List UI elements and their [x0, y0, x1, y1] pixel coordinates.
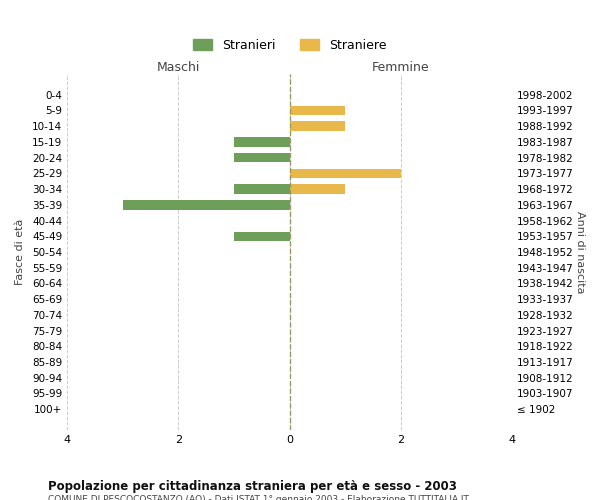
Text: Femmine: Femmine	[372, 62, 430, 74]
Text: COMUNE DI PESCOCOSTANZO (AQ) - Dati ISTAT 1° gennaio 2003 - Elaborazione TUTTITA: COMUNE DI PESCOCOSTANZO (AQ) - Dati ISTA…	[48, 495, 469, 500]
Bar	[123, 200, 290, 209]
Bar	[290, 122, 346, 131]
Bar	[234, 184, 290, 194]
Bar	[290, 168, 401, 178]
Bar	[290, 184, 346, 194]
Legend: Stranieri, Straniere: Stranieri, Straniere	[188, 34, 391, 56]
Bar	[234, 153, 290, 162]
Text: Maschi: Maschi	[157, 62, 200, 74]
Bar	[290, 106, 346, 115]
Y-axis label: Fasce di età: Fasce di età	[15, 219, 25, 285]
Y-axis label: Anni di nascita: Anni di nascita	[575, 210, 585, 293]
Bar	[234, 232, 290, 241]
Text: Popolazione per cittadinanza straniera per età e sesso - 2003: Popolazione per cittadinanza straniera p…	[48, 480, 457, 493]
Bar	[234, 137, 290, 146]
